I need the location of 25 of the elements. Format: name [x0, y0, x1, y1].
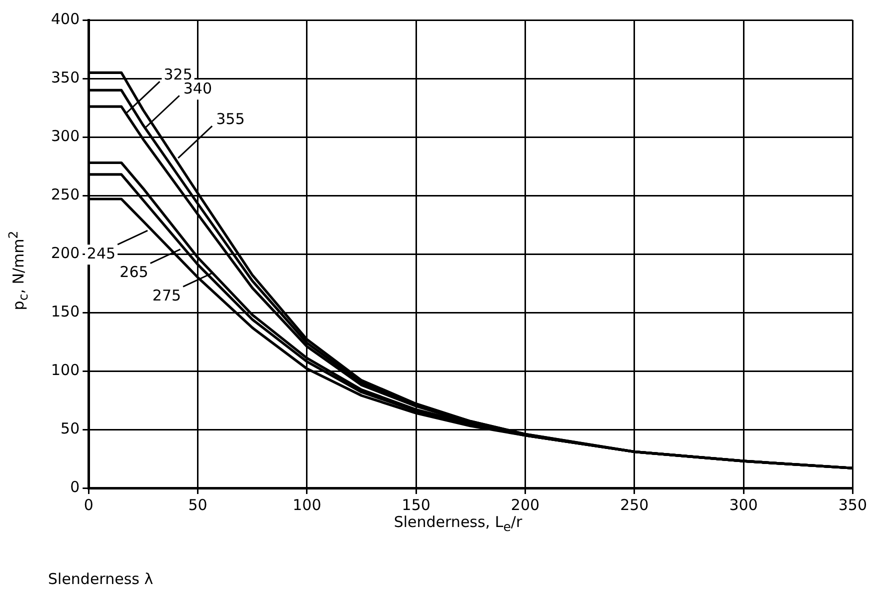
y-tick-label: 150: [50, 302, 80, 320]
x-tick-label: 250: [620, 496, 649, 514]
y-tick-label: 0: [70, 478, 80, 496]
x-axis-title: Slenderness, L$_{e}$/r: [392, 513, 524, 534]
x-tick-label: 150: [402, 496, 430, 514]
x-tick-label: 300: [729, 496, 758, 514]
annotation: 265: [120, 263, 148, 282]
y-tick-label: 400: [50, 10, 80, 28]
y-tick-label: 300: [50, 126, 80, 145]
y-tick-label: 200: [50, 244, 80, 262]
x-tick-label: 50: [188, 496, 208, 514]
y-tick-label: 50: [60, 419, 80, 438]
x-tick-label: 350: [838, 496, 868, 514]
annotation: 325: [164, 65, 192, 84]
y-tick-label: 350: [50, 68, 80, 86]
annotation: 355: [216, 110, 245, 128]
y-tick-label: 100: [50, 360, 80, 379]
x-tick-label: 200: [510, 496, 540, 514]
annotation: 340: [183, 80, 212, 98]
y-tick-label: 250: [50, 185, 80, 204]
annotation: 275: [152, 286, 182, 305]
annotation: 245: [86, 244, 116, 262]
x-tick-label: 0: [84, 496, 94, 514]
text: Slenderness λ: [48, 570, 154, 588]
x-tick-label: 100: [292, 496, 322, 514]
